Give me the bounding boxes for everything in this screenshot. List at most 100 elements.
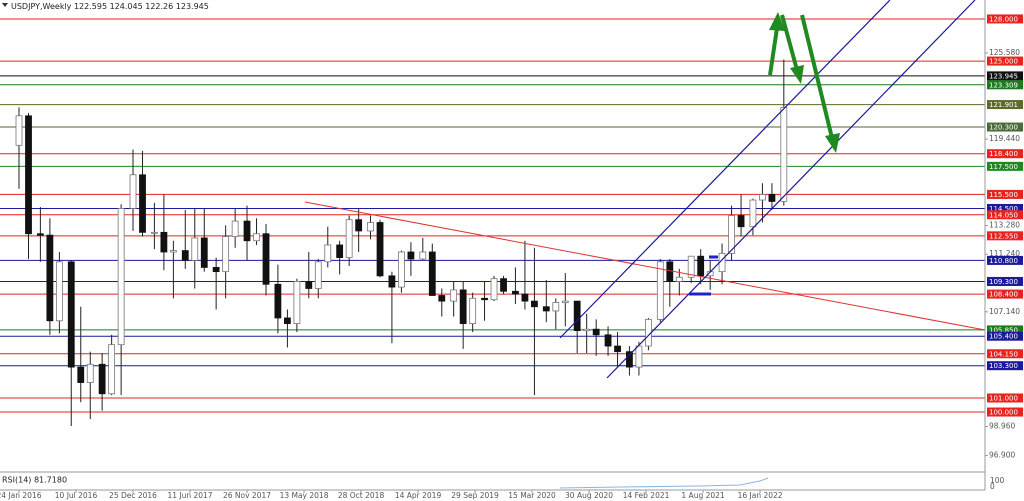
candle-body: [284, 317, 291, 324]
channel-lower: [606, 0, 976, 379]
candle-body: [428, 251, 436, 296]
level-label: 121.901: [989, 101, 1018, 109]
candle-body: [398, 251, 405, 288]
candle-body: [697, 255, 705, 277]
symbol: USDJPY,Weekly: [11, 2, 72, 11]
level-tag: [987, 361, 1023, 371]
level-tag: [987, 331, 1023, 341]
candle-body: [604, 334, 612, 347]
candle-body: [687, 255, 695, 278]
x-tick-label: 13 May 2018: [280, 491, 329, 500]
candle-body: [459, 289, 467, 324]
arrow: [768, 27, 779, 76]
level-label: 128.000: [989, 15, 1018, 23]
x-tick-label: 14 Feb 2021: [623, 491, 670, 500]
candle-body: [469, 297, 477, 324]
level-tag: [987, 349, 1023, 359]
candle-body: [355, 219, 363, 232]
arrow-head: [769, 12, 785, 31]
close: 123.945: [176, 2, 209, 11]
red-trendline: [304, 201, 986, 331]
y-tick-label: 125.580: [989, 48, 1020, 57]
level-label: 117.500: [989, 163, 1018, 171]
candle-body: [212, 267, 220, 273]
level-tag: [987, 56, 1023, 66]
candle-body: [67, 261, 75, 368]
x-tick-label: 29 Sep 2019: [451, 491, 499, 500]
level-label: 105.850: [989, 326, 1018, 334]
level-label: 101.000: [989, 394, 1018, 402]
candle-body: [675, 276, 683, 282]
candle-body: [77, 366, 85, 383]
indicator-tick: 0: [990, 482, 995, 491]
level-label: 105.400: [989, 333, 1018, 341]
arrow: [800, 14, 834, 139]
x-tick-label: 24 Jan 2016: [0, 491, 42, 500]
level-label: 120.300: [989, 124, 1018, 132]
level-tag: [987, 393, 1023, 403]
level-label: 112.550: [989, 232, 1018, 240]
candle-body: [181, 250, 189, 261]
y-tick-label: 111.240: [989, 249, 1020, 258]
level-tag: [987, 161, 1023, 171]
candle-body: [552, 302, 560, 312]
high: 124.045: [110, 2, 143, 11]
level-label: 125.000: [989, 58, 1018, 66]
candle-body: [450, 289, 458, 302]
indicator-label: RSI(14) 81.7180: [2, 476, 67, 485]
candle-body: [253, 233, 260, 242]
arrow: [780, 14, 799, 71]
x-tick-label: 28 Oct 2018: [338, 491, 385, 500]
level-label: 100.000: [989, 409, 1018, 417]
candle-body: [293, 281, 301, 324]
candle-body: [542, 306, 550, 312]
arrow-head: [790, 65, 804, 84]
level-tag: [987, 325, 1023, 335]
level-tag: [987, 189, 1023, 199]
candle-body: [86, 363, 94, 383]
arrow-head: [825, 133, 840, 153]
candle-body: [367, 222, 374, 232]
level-tag: [987, 100, 1023, 110]
level-tag: [987, 255, 1023, 265]
menu-icon: [2, 3, 8, 7]
candle-body: [592, 328, 600, 336]
level-label: 103.300: [989, 362, 1018, 370]
level-tag: [987, 203, 1023, 213]
candle-body: [490, 278, 498, 301]
x-tick-label: 14 Apr 2019: [395, 491, 442, 500]
candle-body: [305, 281, 313, 289]
chart-title: USDJPY,Weekly 122.595 124.045 122.26 123…: [11, 2, 209, 11]
candle-body: [481, 297, 488, 301]
level-label: 110.800: [989, 257, 1018, 265]
level-tag: [987, 14, 1023, 24]
level-label: 114.050: [989, 211, 1018, 219]
candle-body: [274, 283, 282, 319]
level-label: 109.300: [989, 278, 1018, 286]
x-tick-label: 26 Nov 2017: [223, 491, 271, 500]
candle-body: [46, 234, 54, 322]
level-label: 108.400: [989, 291, 1018, 299]
x-tick-label: 30 Aug 2020: [565, 491, 613, 500]
candle-body: [626, 351, 633, 368]
candle-body: [243, 220, 251, 242]
x-tick-label: 1 Aug 2021: [681, 491, 724, 500]
candles: [15, 59, 788, 427]
candle-body: [324, 244, 332, 263]
level-label: 115.500: [989, 191, 1018, 199]
level-label: 114.500: [989, 205, 1018, 213]
y-tick-label: 96.900: [989, 451, 1015, 460]
candle-body: [521, 293, 529, 302]
candle-body: [438, 295, 446, 302]
candle-body: [768, 194, 776, 202]
candle-body: [314, 261, 322, 289]
candle-body: [759, 194, 766, 201]
candle-body: [15, 115, 23, 146]
candle-body: [531, 300, 538, 308]
candle-body: [98, 363, 106, 395]
candle-body: [500, 278, 507, 292]
candle-body: [117, 208, 125, 346]
y-tick-label: 98.960: [989, 422, 1015, 431]
candle-body: [169, 250, 177, 253]
